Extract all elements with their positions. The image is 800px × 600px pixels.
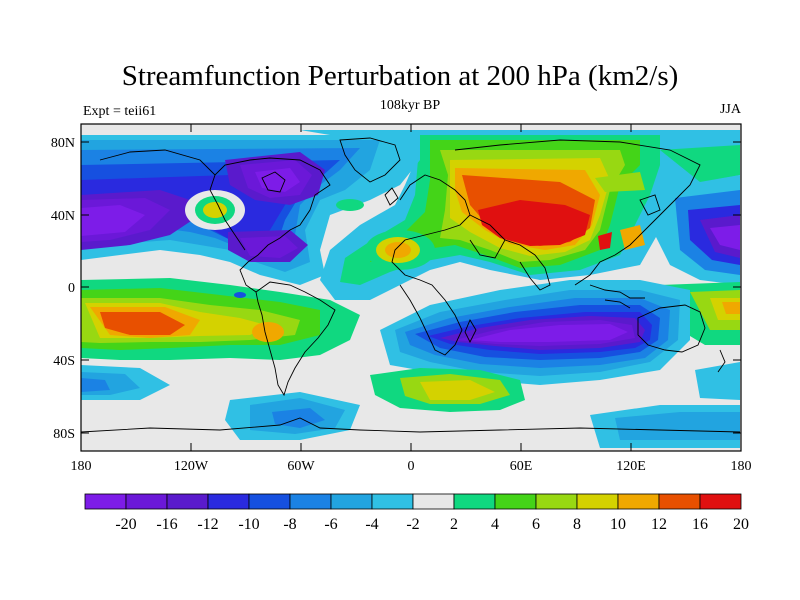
colorbar-label: 12 — [651, 516, 667, 533]
colorbar-swatch — [453, 493, 496, 510]
colorbar-label: 16 — [692, 516, 708, 533]
colorbar-label: 6 — [532, 516, 540, 533]
colorbar-swatch — [84, 493, 127, 510]
colorbar-label: -12 — [197, 516, 218, 533]
lon-tick-label: 60W — [287, 459, 315, 474]
colorbar-swatch — [125, 493, 168, 510]
colorbar-label: 8 — [573, 516, 581, 533]
colorbar-swatch — [330, 493, 373, 510]
lon-tick-label: 180 — [71, 459, 92, 474]
colorbar-swatch — [248, 493, 291, 510]
lat-tick-label: 80N — [51, 136, 75, 151]
lat-tick-label: 40N — [51, 209, 75, 224]
colorbar-swatch — [207, 493, 250, 510]
colorbar-swatch — [289, 493, 332, 510]
axis-ticks — [80, 124, 742, 451]
colorbar-label: 10 — [610, 516, 626, 533]
colorbar-swatch — [371, 493, 414, 510]
colorbar-swatch — [166, 493, 209, 510]
period-label: 108kyr BP — [379, 98, 441, 113]
colorbar-swatch — [535, 493, 578, 510]
colorbar-label: 2 — [450, 516, 458, 533]
lat-tick-labels: 80N 40N 0 40S 80S — [51, 136, 75, 442]
lon-tick-label: 120E — [616, 459, 646, 474]
colorbar-label: -10 — [238, 516, 259, 533]
colorbar-swatch — [576, 493, 619, 510]
lon-tick-label: 0 — [408, 459, 415, 474]
season-label: JJA — [719, 102, 741, 117]
lon-tick-label: 120W — [174, 459, 209, 474]
lon-tick-label: 60E — [510, 459, 533, 474]
colorbar-swatch — [658, 493, 701, 510]
lat-tick-label: 0 — [68, 281, 75, 296]
colorbar-swatch — [412, 493, 455, 510]
colorbar-label: -8 — [283, 516, 296, 533]
colorbar-swatch — [617, 493, 660, 510]
colorbar-label: 20 — [733, 516, 749, 533]
colorbar-label: -6 — [324, 516, 337, 533]
lat-tick-label: 80S — [53, 427, 75, 442]
coastlines — [81, 137, 741, 433]
colorbar-label: -4 — [365, 516, 378, 533]
map-title: Streamfunction Perturbation at 200 hPa (… — [121, 60, 679, 92]
colorbar-label: -2 — [406, 516, 419, 533]
lat-tick-label: 40S — [53, 354, 75, 369]
contour-field — [81, 124, 741, 451]
colorbar: -20 -16 -12 -10 -8 -6 -4 -2 2 4 6 8 10 12 16 20 — [84, 493, 749, 533]
colorbar-swatch — [494, 493, 537, 510]
lon-tick-label: 180 — [731, 459, 752, 474]
colorbar-swatch — [699, 493, 742, 510]
colorbar-label: -16 — [156, 516, 177, 533]
lon-tick-labels: 180 120W 60W 0 60E 120E 180 — [71, 459, 752, 474]
colorbar-label: -20 — [115, 516, 136, 533]
experiment-label: Expt = teii61 — [83, 104, 157, 119]
colorbar-label: 4 — [491, 516, 499, 533]
